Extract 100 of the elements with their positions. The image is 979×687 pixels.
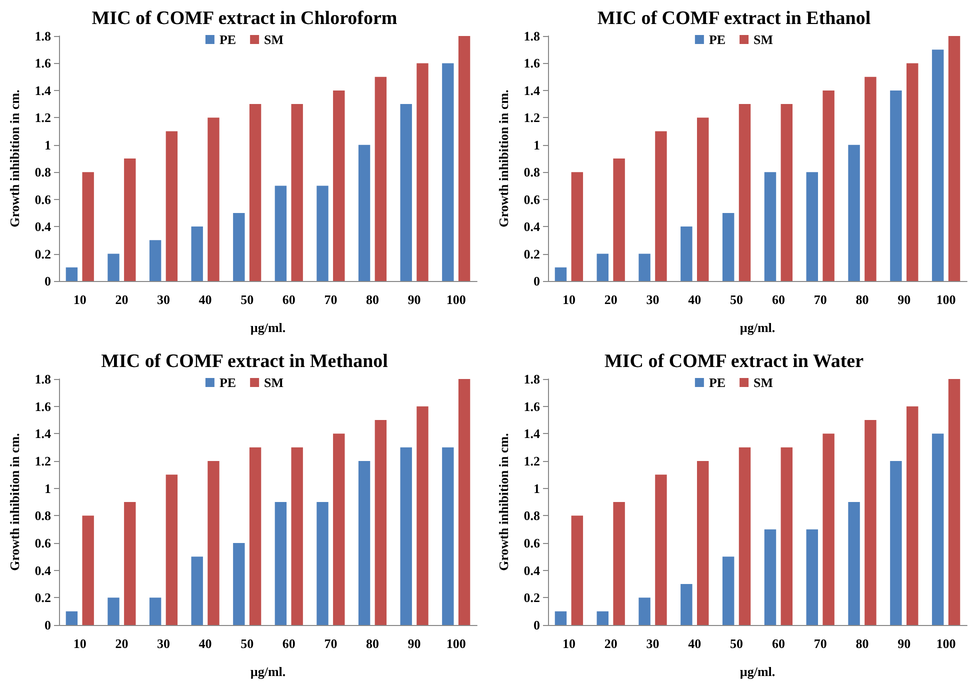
bar <box>932 50 944 281</box>
bar <box>780 447 793 625</box>
bar <box>596 254 609 281</box>
y-tick-label: 0 <box>534 274 540 288</box>
bar <box>948 36 960 281</box>
y-tick-label: 1.2 <box>34 110 51 126</box>
y-tick-label: 0.8 <box>524 508 540 524</box>
bar <box>722 556 734 625</box>
x-axis-title: µg/ml. <box>250 320 286 335</box>
x-axis-title: µg/ml. <box>740 664 776 679</box>
x-tick-label: 10 <box>562 292 576 307</box>
bar <box>416 63 428 281</box>
bar <box>66 267 78 281</box>
x-tick-label: 40 <box>198 636 212 651</box>
y-tick-label: 1.4 <box>524 82 540 98</box>
bar <box>249 447 262 625</box>
x-tick-label: 70 <box>324 636 338 651</box>
y-tick-label: 1.2 <box>524 454 540 468</box>
x-tick-label: 90 <box>898 636 911 651</box>
y-tick-label: 1.8 <box>34 372 52 386</box>
y-tick-label: 0 <box>44 274 51 288</box>
x-tick-label: 50 <box>730 636 744 651</box>
bar <box>571 172 584 281</box>
x-tick-label: 80 <box>856 292 869 307</box>
bar <box>890 90 902 281</box>
bar <box>82 516 94 625</box>
bar <box>274 502 287 625</box>
x-tick-label: 20 <box>604 636 618 651</box>
x-tick-label: 50 <box>730 292 744 307</box>
bar <box>358 461 370 625</box>
legend-label: PE <box>219 375 236 390</box>
y-tick-label: 1 <box>534 480 540 496</box>
bar <box>274 186 287 281</box>
bar <box>554 267 567 281</box>
y-tick-label: 0.4 <box>34 562 52 578</box>
x-tick-label: 40 <box>688 292 702 307</box>
bar <box>358 144 370 281</box>
y-axis-title: Growth inhibition in cm. <box>496 90 511 228</box>
bar <box>596 611 609 625</box>
y-tick-label: 0.8 <box>524 164 540 180</box>
x-tick-label: 20 <box>115 636 128 651</box>
y-axis-title: Growth inhibition in cm. <box>7 433 22 571</box>
x-tick-label: 30 <box>157 292 170 307</box>
bar <box>108 598 120 625</box>
bar <box>166 474 178 625</box>
bar <box>554 611 567 625</box>
bar <box>374 76 387 281</box>
x-tick-label: 100 <box>446 636 466 651</box>
bar <box>864 76 876 281</box>
bar <box>806 529 818 625</box>
y-tick-label: 0.2 <box>524 246 540 262</box>
y-tick-label: 1.2 <box>524 110 540 126</box>
legend-label: SM <box>754 32 774 47</box>
bar <box>613 158 625 281</box>
chart-title: MIC of COMF extract in Water <box>604 351 864 372</box>
x-tick-label: 90 <box>408 636 421 651</box>
y-tick-label: 1.8 <box>524 372 540 386</box>
y-tick-label: 0.2 <box>34 246 51 262</box>
y-tick-label: 1.8 <box>34 28 52 44</box>
y-tick-label: 0.2 <box>34 590 51 606</box>
bar <box>191 226 203 281</box>
y-tick-label: 1 <box>44 480 51 496</box>
x-tick-label: 100 <box>936 292 956 307</box>
bar <box>208 461 220 625</box>
x-axis-title: µg/ml. <box>740 320 776 335</box>
y-tick-label: 0.2 <box>524 590 540 606</box>
bar <box>722 212 734 281</box>
x-tick-label: 80 <box>856 636 869 651</box>
legend-label: SM <box>264 32 284 47</box>
x-tick-label: 100 <box>936 636 956 651</box>
bar <box>806 172 818 281</box>
bar <box>66 611 78 625</box>
x-tick-label: 40 <box>688 636 702 651</box>
x-tick-label: 60 <box>772 636 785 651</box>
x-tick-label: 70 <box>324 292 338 307</box>
x-tick-label: 30 <box>157 636 170 651</box>
x-tick-label: 10 <box>73 292 86 307</box>
y-tick-label: 0.6 <box>34 192 52 207</box>
y-tick-label: 1.6 <box>34 56 52 71</box>
bar <box>738 104 751 281</box>
bar <box>764 172 776 281</box>
bar <box>638 598 650 625</box>
bar <box>374 420 387 625</box>
y-tick-label: 1.4 <box>524 426 540 442</box>
bar <box>124 158 136 281</box>
bar <box>822 90 834 281</box>
x-tick-label: 100 <box>446 292 466 307</box>
y-tick-label: 1 <box>44 137 51 152</box>
y-tick-label: 0.6 <box>524 192 540 207</box>
bar <box>233 212 245 281</box>
bar <box>149 240 162 281</box>
bar <box>764 529 776 625</box>
x-tick-label: 40 <box>198 292 212 307</box>
y-tick-label: 1.8 <box>524 28 540 44</box>
bar <box>191 556 203 625</box>
bar <box>848 144 860 281</box>
bar <box>458 36 470 281</box>
y-axis-title: Growth inhibition in cm. <box>7 90 22 228</box>
y-tick-label: 1.2 <box>34 454 51 468</box>
bar <box>166 131 178 281</box>
